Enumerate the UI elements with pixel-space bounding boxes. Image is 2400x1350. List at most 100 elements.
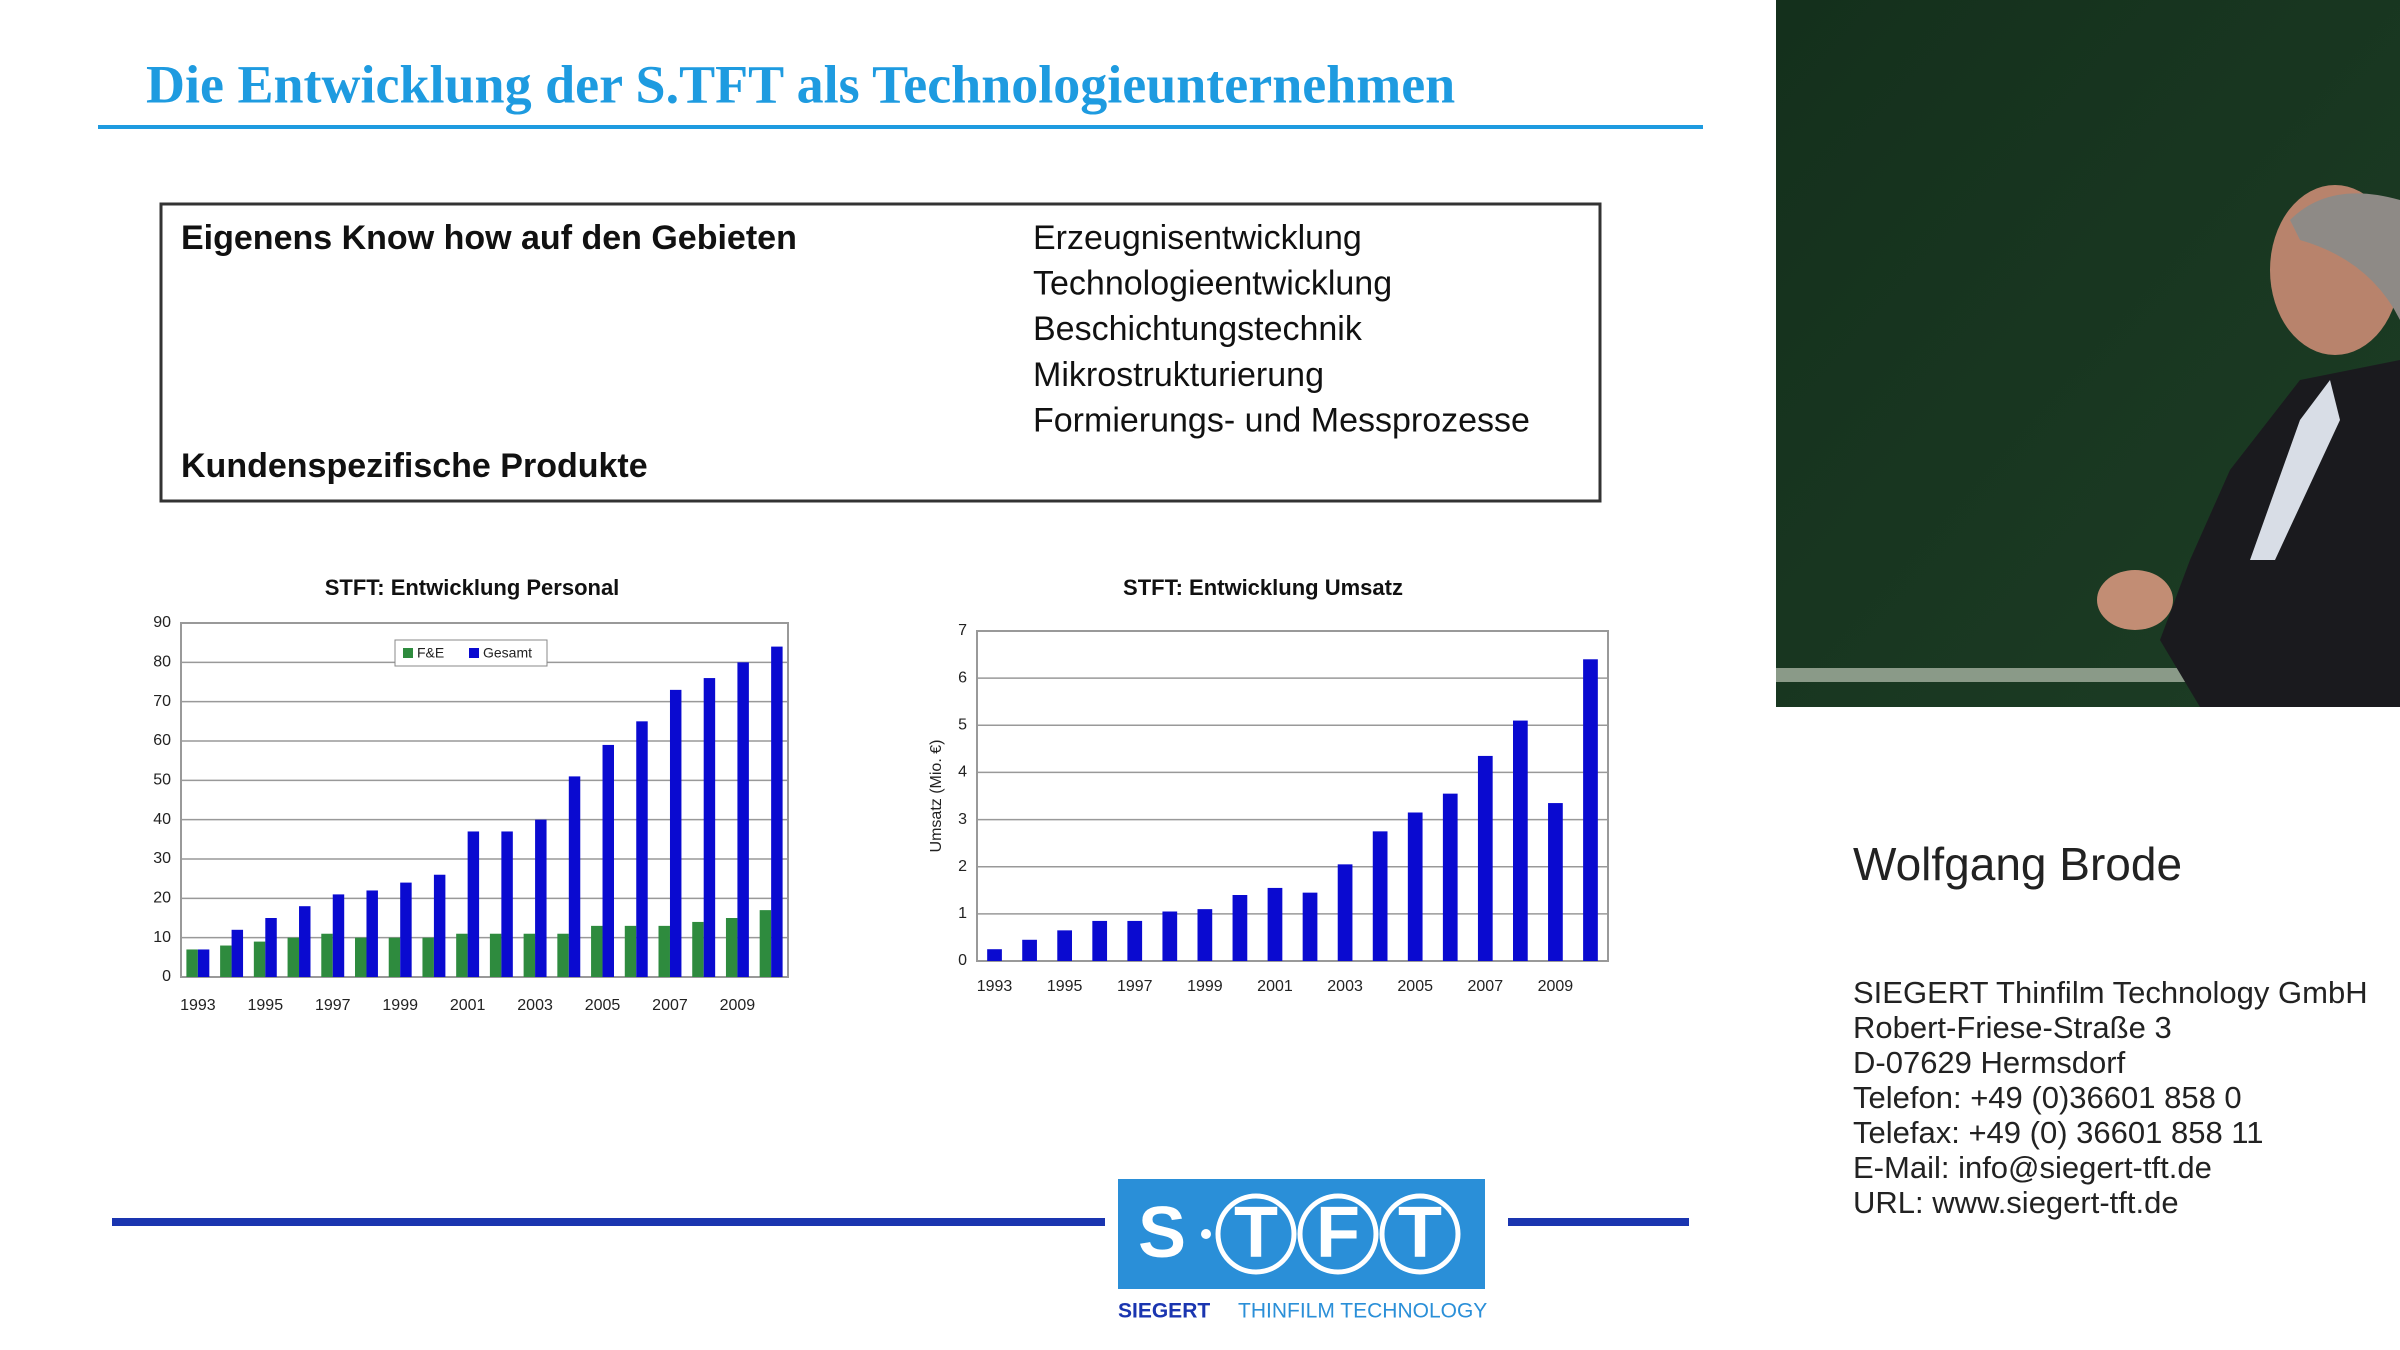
bar	[1057, 930, 1073, 961]
bar	[366, 890, 378, 977]
bar	[231, 929, 244, 977]
bar	[1407, 812, 1423, 961]
bar	[624, 925, 637, 977]
plot-area	[180, 622, 789, 978]
box-right: Erzeugnisentwicklung Technologieentwicklu…	[1033, 219, 1530, 439]
address-line: SIEGERT Thinfilm Technology GmbH	[1853, 975, 2368, 1010]
bar	[1197, 909, 1213, 961]
bar	[1442, 793, 1458, 961]
speaker-hair	[2290, 193, 2400, 320]
bar	[591, 925, 603, 977]
bar	[737, 662, 749, 977]
x-tick-label: 2005	[585, 997, 621, 1014]
legend-swatch	[403, 648, 413, 658]
x-tick-label: 1997	[315, 997, 351, 1014]
x-tick-label: 2003	[1327, 978, 1363, 995]
x-tick-label: 2007	[1468, 978, 1504, 995]
logo-circle	[1379, 1193, 1461, 1275]
logo-dot	[1201, 1229, 1211, 1239]
y-tick-label: 70	[153, 693, 171, 710]
bar	[771, 646, 783, 977]
bar	[1548, 803, 1563, 961]
x-tick-label: 1999	[382, 997, 418, 1014]
y-tick-label: 50	[153, 772, 171, 789]
x-tick-label: 1999	[1187, 978, 1223, 995]
x-tick-label: 2007	[652, 997, 688, 1014]
y-tick-label: 40	[153, 811, 171, 828]
knowhow-box	[159, 202, 1602, 503]
bar	[1267, 887, 1283, 961]
bar	[669, 689, 682, 977]
bar	[523, 933, 536, 977]
bar	[658, 925, 670, 977]
y-tick-label: 0	[162, 968, 171, 985]
plot-area	[976, 630, 1609, 962]
bar	[388, 937, 401, 977]
chart-title: STFT: Entwicklung Umsatz	[1123, 575, 1403, 600]
x-tick-label: 2001	[1257, 978, 1293, 995]
speaker-address: SIEGERT Thinfilm Technology GmbHRobert-F…	[1853, 975, 2368, 1220]
bar	[692, 921, 704, 977]
logo-tagline: THINFILM TECHNOLOGY	[1238, 1300, 1487, 1323]
bar	[1162, 911, 1178, 961]
bar	[287, 937, 300, 977]
x-tick-label: 1997	[1117, 978, 1153, 995]
bar	[1477, 755, 1493, 961]
bar	[467, 831, 480, 977]
x-tick-label: 1995	[1047, 978, 1083, 995]
box-item: Technologieentwicklung	[1033, 265, 1392, 303]
x-tick-label: 1995	[248, 997, 284, 1014]
box-left: Kundenspezifische Produkte	[181, 447, 648, 485]
box-item: Formierungs- und Messprozesse	[1033, 401, 1530, 439]
y-tick-label: 1	[958, 905, 967, 922]
logo-letter: T	[1234, 1193, 1278, 1273]
y-axis-label: Umsatz (Mio. €)	[928, 740, 945, 853]
bar	[535, 819, 547, 977]
y-tick-label: 90	[153, 614, 171, 631]
box-item: Erzeugnisentwicklung	[1033, 219, 1362, 257]
bar	[725, 918, 738, 977]
x-tick-label: 1993	[977, 978, 1013, 995]
bar	[602, 744, 614, 977]
x-tick-label: 2009	[1538, 978, 1574, 995]
bar	[987, 949, 1002, 961]
bar	[1372, 831, 1388, 961]
logo-circle	[1215, 1193, 1297, 1275]
bar	[422, 937, 434, 977]
bar	[703, 678, 716, 977]
bar	[1302, 892, 1318, 961]
bar	[568, 776, 581, 977]
y-tick-label: 10	[153, 929, 171, 946]
bar	[321, 933, 333, 977]
bar	[1512, 720, 1528, 961]
bar	[759, 910, 772, 977]
speaker-hand	[2097, 570, 2173, 630]
speaker-name: Wolfgang Brode	[1853, 838, 2182, 890]
bar	[557, 933, 569, 977]
bar	[265, 918, 277, 977]
logo-company: SIEGERT	[1118, 1300, 1210, 1323]
speaker-shirt	[2250, 380, 2340, 560]
logo-letter: T	[1398, 1193, 1442, 1273]
box-item: Beschichtungstechnik	[1033, 310, 1363, 348]
bar	[299, 906, 311, 977]
x-tick-label: 2009	[720, 997, 756, 1014]
address-line: URL: www.siegert-tft.de	[1853, 1185, 2179, 1220]
address-line: D-07629 Hermsdorf	[1853, 1045, 2126, 1080]
x-tick-label: 2001	[450, 997, 486, 1014]
legend-label: Gesamt	[483, 645, 532, 661]
legend-label: F&E	[417, 645, 444, 661]
y-tick-label: 6	[958, 669, 967, 686]
y-tick-label: 4	[958, 764, 967, 781]
bar	[433, 874, 446, 977]
box-item: Mikrostrukturierung	[1033, 356, 1324, 394]
y-tick-label: 60	[153, 732, 171, 749]
y-tick-label: 20	[153, 890, 171, 907]
legend-swatch	[469, 648, 479, 658]
box-left: Eigenens Know how auf den Gebieten	[181, 219, 797, 257]
address-line: Robert-Friese-Straße 3	[1853, 1010, 2172, 1045]
logo-letter: S	[1138, 1193, 1186, 1273]
chart-title: STFT: Entwicklung Personal	[325, 575, 620, 600]
